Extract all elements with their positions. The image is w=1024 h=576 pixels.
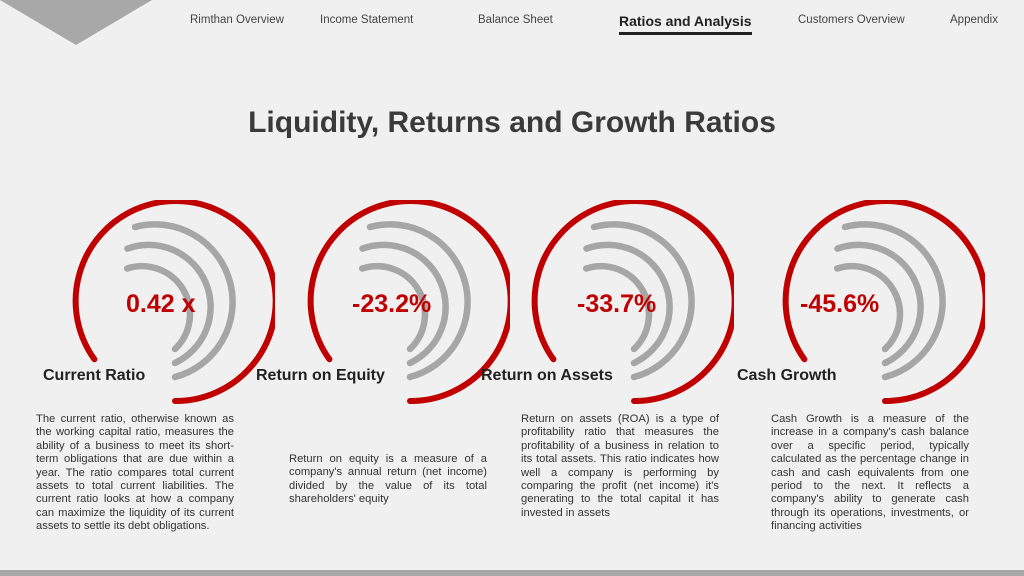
nav-tab-appendix[interactable]: Appendix: [950, 14, 998, 26]
gray-ring-2: [359, 241, 449, 367]
gray-ring-2: [124, 241, 214, 367]
gray-ring-3: [582, 262, 653, 353]
outer-red-ring: [72, 200, 275, 405]
current-ratio-label: Current Ratio: [43, 367, 146, 384]
nav-tab-ratios-and-analysis[interactable]: Ratios and Analysis: [619, 13, 752, 35]
bottom-bar: [0, 570, 1024, 576]
gray-ring-3: [358, 262, 429, 353]
gray-ring-1: [590, 221, 695, 381]
return-on-equity-description: Return on equity is a measure of a compa…: [289, 453, 487, 506]
return-on-assets-value: -33.7%: [577, 290, 657, 318]
gray-ring-2: [583, 241, 673, 367]
current-ratio-rings: [72, 200, 275, 405]
outer-red-ring: [782, 200, 985, 405]
cash-growth-label: Cash Growth: [737, 367, 837, 384]
current-ratio-gauge: 0.42 x: [55, 200, 275, 410]
return-on-assets-label: Return on Assets: [481, 367, 613, 384]
return-on-equity-label: Return on Equity: [256, 367, 385, 384]
current-ratio-value: 0.42 x: [126, 290, 196, 318]
gray-ring-1: [366, 221, 471, 381]
return-on-equity-rings: [307, 200, 510, 405]
gray-ring-2: [834, 241, 924, 367]
return-on-assets-description: Return on assets (ROA) is a type of prof…: [521, 413, 719, 519]
corner-decoration: [0, 0, 152, 45]
return-on-assets-rings: [531, 200, 734, 405]
cash-growth-gauge: -45.6%: [765, 200, 985, 410]
outer-red-ring: [307, 200, 510, 405]
return-on-equity-gauge: -23.2%: [290, 200, 510, 410]
outer-red-ring: [531, 200, 734, 405]
gray-ring-3: [123, 262, 194, 353]
return-on-assets-gauge: -33.7%: [514, 200, 734, 410]
top-navigation: Rimthan Overview Income Statement Balanc…: [0, 13, 1024, 40]
return-on-equity-value: -23.2%: [352, 290, 432, 318]
nav-tab-customers-overview[interactable]: Customers Overview: [798, 14, 905, 26]
cash-growth-description: Cash Growth is a measure of the increase…: [771, 413, 969, 533]
gray-ring-1: [131, 221, 236, 381]
current-ratio-description: The current ratio, otherwise known as th…: [36, 413, 234, 533]
nav-tab-rimthan-overview[interactable]: Rimthan Overview: [190, 14, 284, 26]
gray-ring-1: [841, 221, 946, 381]
nav-tab-income-statement[interactable]: Income Statement: [320, 14, 414, 26]
cash-growth-rings: [782, 200, 985, 405]
gray-ring-3: [833, 262, 904, 353]
cash-growth-value: -45.6%: [800, 290, 880, 318]
page-title: Liquidity, Returns and Growth Ratios: [248, 106, 776, 139]
nav-tab-balance-sheet[interactable]: Balance Sheet: [478, 14, 553, 26]
